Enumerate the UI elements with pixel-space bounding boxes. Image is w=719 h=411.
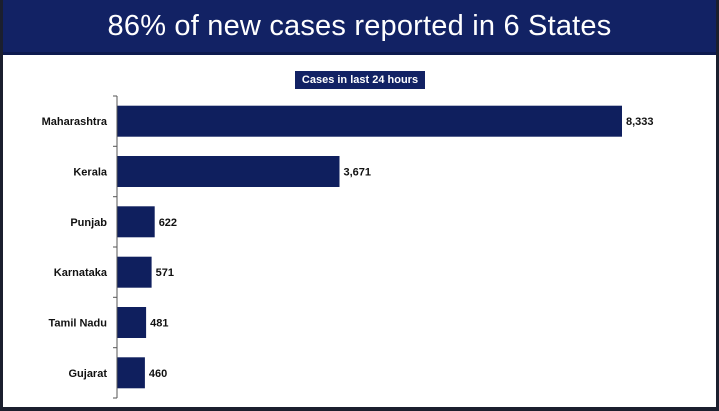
value-label: 571 <box>156 267 174 279</box>
bar-kerala <box>117 156 340 187</box>
category-label: Gujarat <box>68 368 107 380</box>
banner-underline <box>0 52 719 55</box>
bar-gujarat <box>117 357 145 389</box>
value-label: 622 <box>159 217 177 229</box>
category-label: Maharashtra <box>42 116 108 128</box>
category-label: Punjab <box>70 217 107 229</box>
value-label: 460 <box>149 368 167 380</box>
value-label: 8,333 <box>626 116 654 128</box>
value-label: 3,671 <box>344 167 372 179</box>
bar-punjab <box>117 206 155 238</box>
bar-tamil-nadu <box>117 307 147 338</box>
category-label: Karnataka <box>54 267 108 279</box>
chart-subtitle: Cases in last 24 hours <box>295 71 425 89</box>
category-label: Kerala <box>73 167 108 179</box>
page-title: 86% of new cases reported in 6 States <box>107 9 612 42</box>
bar-maharashtra <box>117 105 622 137</box>
bar-karnataka <box>117 256 152 288</box>
page-title-banner: 86% of new cases reported in 6 States <box>0 0 719 52</box>
value-label: 481 <box>150 318 168 330</box>
category-label: Tamil Nadu <box>49 318 107 330</box>
